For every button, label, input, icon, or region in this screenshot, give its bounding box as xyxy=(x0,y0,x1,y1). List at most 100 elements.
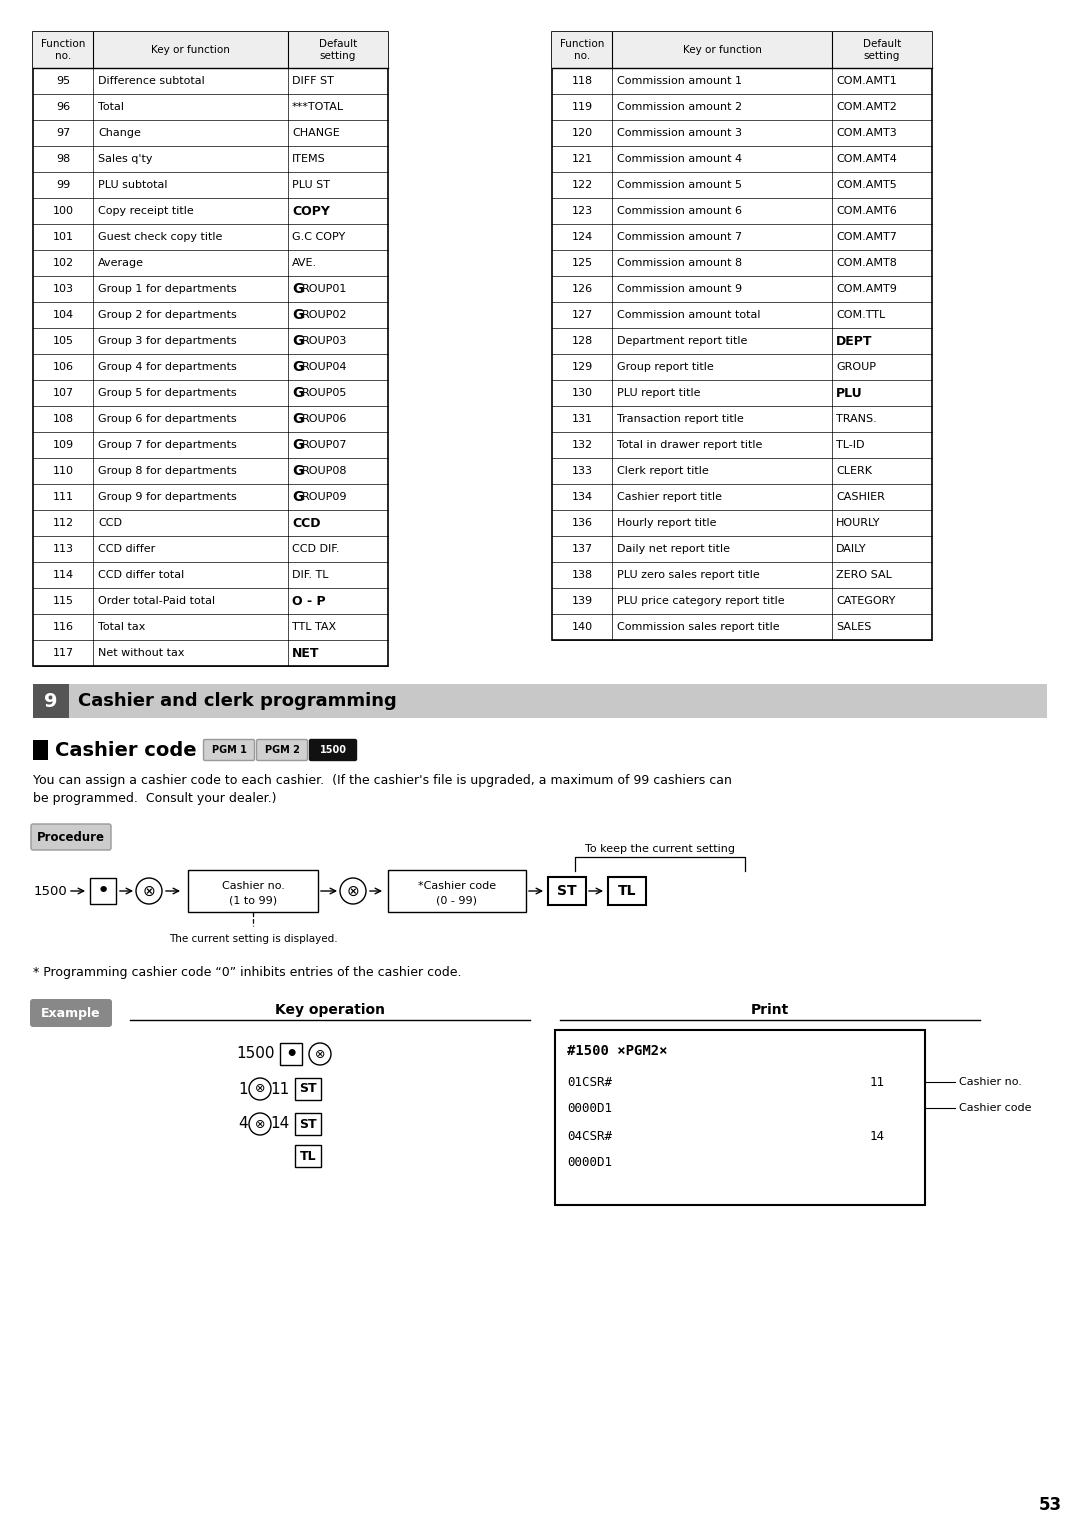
Text: 126: 126 xyxy=(571,284,593,295)
Text: Example: Example xyxy=(41,1007,100,1019)
Text: 130: 130 xyxy=(571,388,593,398)
Bar xyxy=(280,1042,302,1065)
Text: DIFF ST: DIFF ST xyxy=(292,76,334,85)
Text: 123: 123 xyxy=(571,206,593,217)
Text: DAILY: DAILY xyxy=(836,543,866,554)
Text: *Cashier code: *Cashier code xyxy=(418,881,496,891)
Text: G: G xyxy=(292,386,303,400)
Bar xyxy=(33,684,69,719)
Text: 100: 100 xyxy=(53,206,73,217)
Text: 108: 108 xyxy=(53,414,73,424)
Bar xyxy=(295,1077,321,1100)
Text: ST: ST xyxy=(299,1082,316,1096)
Text: COM.AMT5: COM.AMT5 xyxy=(836,180,896,191)
Bar xyxy=(548,877,586,905)
Text: Cashier code: Cashier code xyxy=(55,740,197,760)
Text: 1500: 1500 xyxy=(33,885,67,897)
Text: Commission amount 3: Commission amount 3 xyxy=(617,128,742,137)
Text: 113: 113 xyxy=(53,543,73,554)
Text: TL-ID: TL-ID xyxy=(836,439,864,450)
Text: Total tax: Total tax xyxy=(98,623,146,632)
Text: 133: 133 xyxy=(571,465,593,476)
Text: Group 2 for departments: Group 2 for departments xyxy=(98,310,237,320)
Text: Net without tax: Net without tax xyxy=(98,649,185,658)
Text: 11: 11 xyxy=(870,1076,885,1090)
Text: COM.AMT6: COM.AMT6 xyxy=(836,206,896,217)
Text: Group 5 for departments: Group 5 for departments xyxy=(98,388,237,398)
Text: ZERO SAL: ZERO SAL xyxy=(836,571,892,580)
Text: ⊗: ⊗ xyxy=(255,1117,266,1131)
Text: TL: TL xyxy=(618,884,636,897)
Text: 14: 14 xyxy=(271,1117,291,1131)
Bar xyxy=(33,740,48,760)
Text: COM.AMT9: COM.AMT9 xyxy=(836,284,896,295)
Text: ITEMS: ITEMS xyxy=(292,154,326,163)
Bar xyxy=(188,870,318,913)
Text: 120: 120 xyxy=(571,128,593,137)
Text: 105: 105 xyxy=(53,336,73,346)
Text: G: G xyxy=(292,464,303,478)
Text: COM.AMT1: COM.AMT1 xyxy=(836,76,896,85)
Bar xyxy=(33,32,388,665)
Text: Group 1 for departments: Group 1 for departments xyxy=(98,284,237,295)
Text: Commission amount 8: Commission amount 8 xyxy=(617,258,742,269)
Text: ROUP09: ROUP09 xyxy=(302,491,348,502)
Text: Commission amount 2: Commission amount 2 xyxy=(617,102,742,111)
Text: Daily net report title: Daily net report title xyxy=(617,543,730,554)
Text: COM.AMT4: COM.AMT4 xyxy=(836,154,896,163)
Text: You can assign a cashier code to each cashier.  (If the cashier's file is upgrad: You can assign a cashier code to each ca… xyxy=(33,774,732,787)
Text: 11: 11 xyxy=(271,1082,291,1097)
Text: Key or function: Key or function xyxy=(683,44,761,55)
Text: Change: Change xyxy=(98,128,140,137)
Text: Default
setting: Default setting xyxy=(319,40,357,61)
Bar xyxy=(33,32,388,69)
Text: PLU zero sales report title: PLU zero sales report title xyxy=(617,571,759,580)
Text: be programmed.  Consult your dealer.): be programmed. Consult your dealer.) xyxy=(33,792,276,806)
Text: Commission amount 4: Commission amount 4 xyxy=(617,154,742,163)
Text: PLU report title: PLU report title xyxy=(617,388,701,398)
Text: TTL TAX: TTL TAX xyxy=(292,623,336,632)
Text: ROUP01: ROUP01 xyxy=(302,284,348,295)
Text: PLU price category report title: PLU price category report title xyxy=(617,597,785,606)
Text: ⊗: ⊗ xyxy=(143,884,156,899)
Circle shape xyxy=(249,1077,271,1100)
Text: 01CSR#: 01CSR# xyxy=(567,1076,612,1090)
FancyBboxPatch shape xyxy=(31,824,111,850)
Text: PLU subtotal: PLU subtotal xyxy=(98,180,167,191)
Text: Cashier and clerk programming: Cashier and clerk programming xyxy=(78,691,396,710)
Text: 106: 106 xyxy=(53,362,73,372)
Text: ⊗: ⊗ xyxy=(255,1082,266,1096)
Text: PLU ST: PLU ST xyxy=(292,180,330,191)
Text: G.C COPY: G.C COPY xyxy=(292,232,346,243)
Text: Sales q'ty: Sales q'ty xyxy=(98,154,152,163)
Text: Commission amount 5: Commission amount 5 xyxy=(617,180,742,191)
Text: Hourly report title: Hourly report title xyxy=(617,517,716,528)
FancyBboxPatch shape xyxy=(257,740,308,760)
Text: Department report title: Department report title xyxy=(617,336,747,346)
Text: G: G xyxy=(292,438,303,452)
Text: Total in drawer report title: Total in drawer report title xyxy=(617,439,762,450)
Text: 0000D1: 0000D1 xyxy=(567,1157,612,1169)
Text: 140: 140 xyxy=(571,623,593,632)
Text: ROUP08: ROUP08 xyxy=(302,465,348,476)
Text: To keep the current setting: To keep the current setting xyxy=(585,844,735,855)
Text: 109: 109 xyxy=(53,439,73,450)
Text: SALES: SALES xyxy=(836,623,872,632)
Text: •: • xyxy=(285,1044,297,1064)
Text: 97: 97 xyxy=(56,128,70,137)
Circle shape xyxy=(309,1042,330,1065)
Text: 1500: 1500 xyxy=(320,745,347,755)
Text: 110: 110 xyxy=(53,465,73,476)
Text: G: G xyxy=(292,360,303,374)
Text: 104: 104 xyxy=(53,310,73,320)
Text: Difference subtotal: Difference subtotal xyxy=(98,76,205,85)
Text: Commission amount 7: Commission amount 7 xyxy=(617,232,742,243)
Bar xyxy=(555,1030,924,1206)
Text: 116: 116 xyxy=(53,623,73,632)
FancyBboxPatch shape xyxy=(30,1000,112,1027)
Text: 117: 117 xyxy=(53,649,73,658)
Text: Order total-Paid total: Order total-Paid total xyxy=(98,597,215,606)
Text: Group report title: Group report title xyxy=(617,362,714,372)
Text: G: G xyxy=(292,282,303,296)
Text: Cashier code: Cashier code xyxy=(959,1103,1031,1112)
